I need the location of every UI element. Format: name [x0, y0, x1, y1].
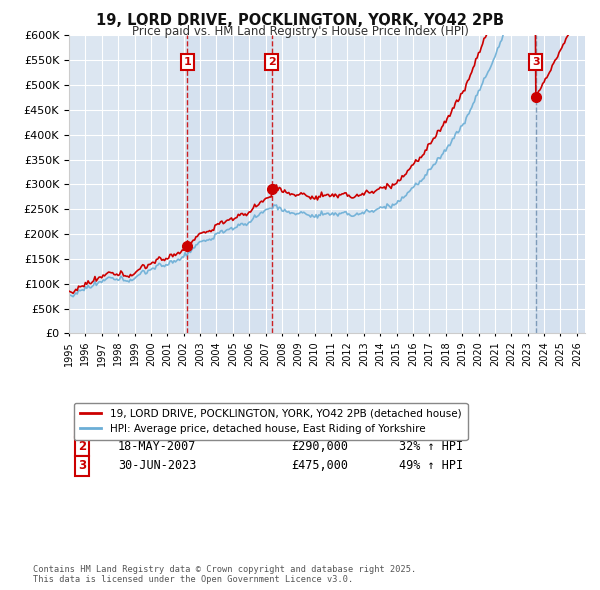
Text: 30-JUN-2023: 30-JUN-2023: [118, 460, 196, 473]
Text: 66% ↑ HPI: 66% ↑ HPI: [399, 421, 463, 434]
Text: 19, LORD DRIVE, POCKLINGTON, YORK, YO42 2PB: 19, LORD DRIVE, POCKLINGTON, YORK, YO42 …: [96, 13, 504, 28]
Text: 18-MAY-2007: 18-MAY-2007: [118, 440, 196, 453]
Text: 32% ↑ HPI: 32% ↑ HPI: [399, 440, 463, 453]
Text: £174,999: £174,999: [291, 421, 348, 434]
Text: £290,000: £290,000: [291, 440, 348, 453]
Text: 49% ↑ HPI: 49% ↑ HPI: [399, 460, 463, 473]
Text: £475,000: £475,000: [291, 460, 348, 473]
Text: Contains HM Land Registry data © Crown copyright and database right 2025.
This d: Contains HM Land Registry data © Crown c…: [33, 565, 416, 584]
Text: 1: 1: [78, 421, 86, 434]
Text: 3: 3: [532, 57, 539, 67]
Text: 2: 2: [268, 57, 275, 67]
Text: Price paid vs. HM Land Registry's House Price Index (HPI): Price paid vs. HM Land Registry's House …: [131, 25, 469, 38]
Text: 25-MAR-2002: 25-MAR-2002: [118, 421, 196, 434]
Text: 3: 3: [78, 460, 86, 473]
Bar: [187, 35, 272, 333]
Text: 1: 1: [184, 57, 191, 67]
Text: 2: 2: [78, 440, 86, 453]
Bar: [536, 35, 585, 333]
Legend: 19, LORD DRIVE, POCKLINGTON, YORK, YO42 2PB (detached house), HPI: Average price: 19, LORD DRIVE, POCKLINGTON, YORK, YO42 …: [74, 402, 467, 440]
